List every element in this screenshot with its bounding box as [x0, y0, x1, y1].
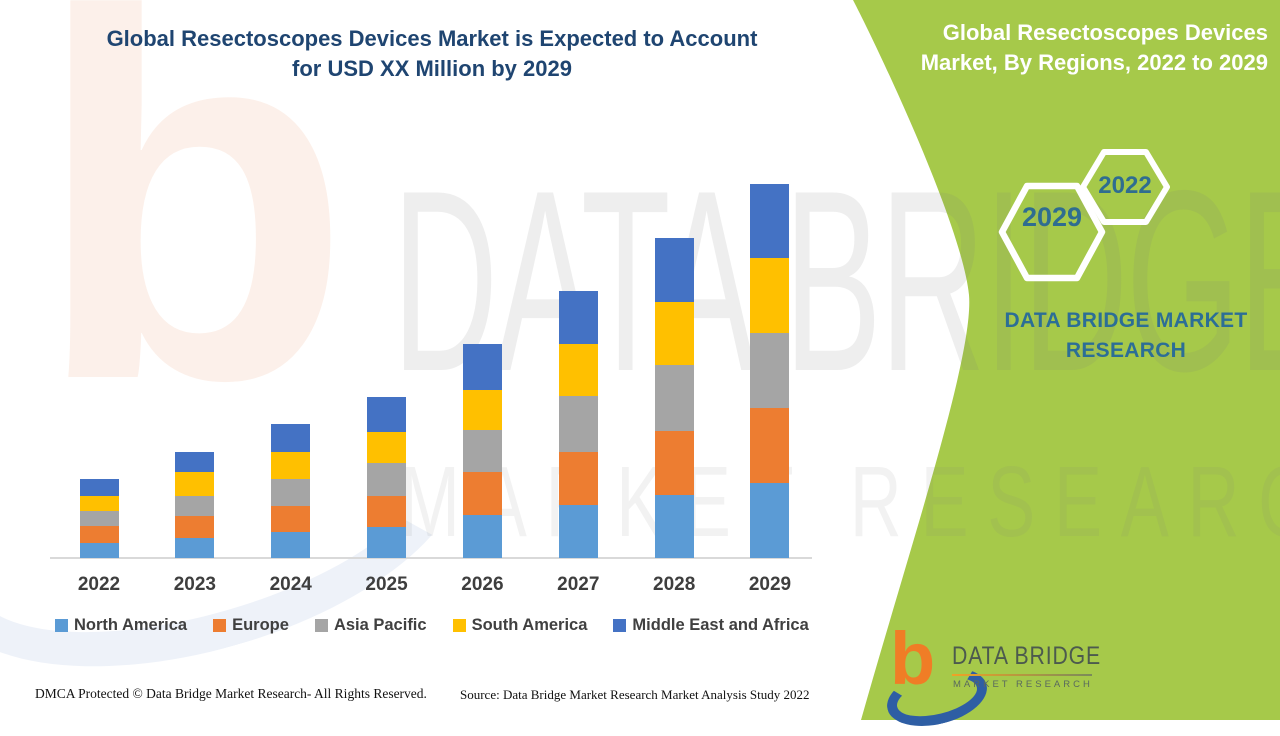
bar-segment-europe-2026: [462, 472, 502, 515]
bar-segment-north-america-2026: [462, 515, 502, 558]
main-title: Global Resectoscopes Devices Market is E…: [0, 24, 864, 84]
source-note: Source: Data Bridge Market Research Mark…: [460, 687, 810, 702]
legend-item-europe: Europe: [213, 616, 289, 635]
bar-segment-south-america-2026: [462, 390, 502, 430]
bar-segment-asia-pacific-2027: [558, 396, 598, 452]
company-logo: b DATA BRIDGE MARKET RESEARCH: [880, 622, 1148, 736]
bar-segment-south-america-2024: [271, 452, 311, 479]
hexagon-2022-label: 2022: [1098, 172, 1152, 199]
bar-segment-europe-2024: [271, 506, 311, 532]
logo-divider: [952, 674, 1092, 676]
bar-segment-south-america-2023: [175, 472, 215, 496]
bar-segment-middle-east-and-africa-2028: [654, 238, 694, 302]
year-hexagons: 2029 2022: [985, 138, 1185, 288]
side-brand-line2: RESEARCH: [1065, 339, 1187, 362]
legend-item-middle-east-and-africa: Middle East and Africa: [613, 616, 809, 635]
bar-segment-south-america-2022: [79, 496, 119, 511]
stacked-bar-chart: 2022 2023 2024 2025 2026 2027 2028 2029: [50, 184, 812, 595]
legend-swatch-icon: [213, 619, 227, 632]
bar-segment-europe-2027: [558, 452, 598, 505]
bar-segment-south-america-2028: [654, 302, 694, 365]
bar-segment-middle-east-and-africa-2026: [462, 344, 502, 390]
bar-segment-north-america-2023: [175, 538, 215, 558]
legend-item-south-america: South America: [452, 616, 588, 635]
watermark-logo-b-icon: b: [34, 0, 352, 488]
x-axis-label-2026: 2026: [461, 574, 504, 595]
hexagon-outlines: [998, 149, 1170, 282]
bar-segment-south-america-2029: [750, 258, 790, 333]
bar-segment-north-america-2022: [79, 543, 119, 558]
logo-brand-name: DATA BRIDGE: [952, 642, 1102, 670]
legend-item-asia-pacific: Asia Pacific: [314, 616, 427, 635]
chart-legend: North America Europe Asia Pacific South Ame…: [55, 616, 809, 635]
side-panel-title: Global Resectoscopes Devices Market, By …: [848, 18, 1268, 78]
bar-segment-north-america-2028: [654, 495, 694, 558]
bar-segment-middle-east-and-africa-2027: [558, 291, 598, 344]
bar-segment-asia-pacific-2022: [79, 511, 119, 526]
bar-segment-north-america-2029: [750, 483, 790, 558]
legend-label: Europe: [232, 616, 289, 634]
bar-segment-middle-east-and-africa-2024: [271, 424, 311, 452]
hexagon-2022-icon: [1080, 149, 1170, 225]
side-panel-title-line1: Global Resectoscopes Devices: [942, 20, 1268, 45]
bar-segment-south-america-2025: [367, 432, 407, 463]
legend-label: South America: [471, 616, 588, 634]
legend-label: Asia Pacific: [333, 616, 427, 634]
side-brand-line1: DATA BRIDGE MARKET: [1004, 309, 1248, 332]
x-axis-label-2029: 2029: [748, 574, 792, 595]
main-title-line1: Global Resectoscopes Devices Market is E…: [106, 26, 758, 51]
bar-segment-asia-pacific-2025: [367, 463, 407, 496]
main-title-line2: for USD XX Million by 2029: [292, 56, 572, 81]
logo-brand-subtitle: MARKET RESEARCH: [953, 679, 1093, 690]
bar-segment-asia-pacific-2028: [654, 365, 694, 431]
legend-swatch-icon: [613, 619, 627, 632]
bar-segment-europe-2029: [750, 408, 790, 483]
bar-segment-asia-pacific-2023: [175, 496, 215, 516]
legend-swatch-icon: [452, 619, 466, 632]
bar-segment-asia-pacific-2029: [750, 333, 790, 408]
x-axis-label-2025: 2025: [365, 574, 408, 595]
bar-segment-middle-east-and-africa-2022: [79, 479, 119, 496]
bar-segment-europe-2025: [367, 496, 407, 527]
bar-segment-middle-east-and-africa-2023: [175, 452, 215, 472]
logo-b-icon: b: [890, 617, 936, 700]
hexagon-2029-label: 2029: [1021, 202, 1083, 232]
side-brand-text: DATA BRIDGE MARKET RESEARCH: [992, 306, 1260, 366]
x-axis-line: [50, 557, 812, 559]
hexagon-2029-icon: [998, 182, 1106, 282]
x-axis-label-2028: 2028: [653, 574, 696, 595]
bar-segment-asia-pacific-2024: [271, 479, 311, 506]
side-panel-title-line2: Market, By Regions, 2022 to 2029: [920, 50, 1268, 75]
legend-swatch-icon: [55, 619, 68, 632]
green-panel: [853, 0, 1280, 720]
x-axis-label-2023: 2023: [173, 574, 216, 595]
x-axis-label-2027: 2027: [557, 574, 600, 595]
bar-segment-europe-2022: [79, 526, 119, 543]
legend-item-north-america: North America: [55, 616, 187, 635]
dmca-notice: DMCA Protected © Data Bridge Market Rese…: [35, 686, 427, 701]
bar-segment-north-america-2027: [558, 505, 598, 558]
bar-segment-europe-2028: [654, 431, 694, 495]
bar-segment-asia-pacific-2026: [462, 430, 502, 472]
bar-segment-south-america-2027: [558, 344, 598, 396]
legend-label: Middle East and Africa: [632, 616, 809, 634]
x-axis-label-2024: 2024: [269, 574, 312, 595]
bar-segment-north-america-2024: [271, 532, 311, 558]
bar-segment-middle-east-and-africa-2025: [367, 397, 407, 432]
bar-segment-middle-east-and-africa-2029: [750, 184, 790, 258]
x-axis-label-2022: 2022: [77, 574, 121, 595]
legend-swatch-icon: [314, 619, 328, 632]
bar-segment-europe-2023: [175, 516, 215, 538]
bar-segment-north-america-2025: [367, 527, 407, 558]
legend-label: North America: [74, 616, 188, 634]
